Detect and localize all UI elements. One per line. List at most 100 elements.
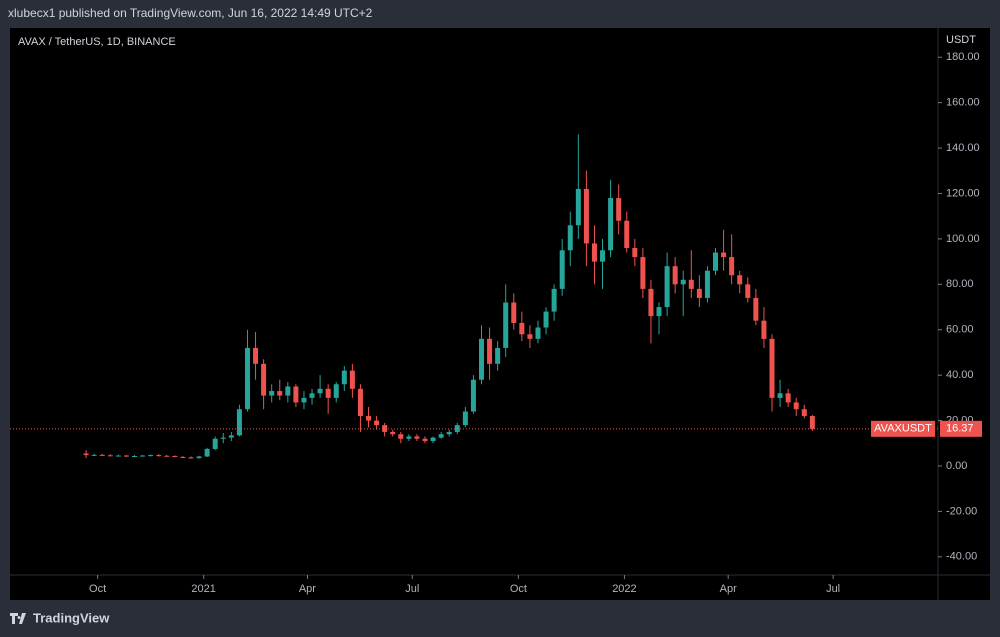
- candle-body: [325, 388, 331, 398]
- candle-body: [228, 435, 234, 438]
- candle-body: [809, 416, 815, 429]
- candle-body: [446, 431, 452, 435]
- x-tick-label: 2021: [191, 583, 215, 595]
- candle-body: [398, 434, 404, 439]
- chart-title: AVAX / TetherUS, 1D, BINANCE: [18, 36, 176, 48]
- candle-body: [664, 266, 670, 308]
- y-tick-label: 140.00: [946, 142, 980, 154]
- candle-body: [317, 388, 323, 394]
- candle-body: [696, 288, 702, 298]
- candle-body: [680, 279, 686, 285]
- candle-body: [132, 456, 138, 458]
- y-tick-label: 80.00: [946, 278, 974, 290]
- candle-body: [204, 448, 210, 457]
- x-tick-label: Jul: [826, 583, 840, 595]
- y-tick-label: 60.00: [946, 324, 974, 336]
- footer-logo: [10, 613, 26, 624]
- candle-body: [503, 302, 509, 348]
- candle-body: [91, 454, 97, 456]
- candle-body: [575, 188, 581, 226]
- candle-body: [478, 338, 484, 380]
- candle-body: [640, 257, 646, 289]
- candle-body: [414, 436, 420, 439]
- y-tick-label: 180.00: [946, 51, 980, 63]
- x-tick-label: 2022: [612, 583, 636, 595]
- candle-body: [269, 391, 275, 396]
- candle-body: [591, 243, 597, 262]
- candle-body: [115, 455, 121, 457]
- candle-body: [164, 455, 170, 457]
- x-tick-label: Jul: [405, 583, 419, 595]
- candle-body: [188, 457, 194, 459]
- candle-body: [745, 284, 751, 298]
- y-axis-label: USDT: [946, 34, 976, 46]
- last-price-name: AVAXUSDT: [874, 423, 932, 435]
- candle-body: [123, 455, 129, 457]
- candle-body: [656, 307, 662, 317]
- candle-body: [624, 220, 630, 248]
- candle-body: [785, 393, 791, 403]
- candle-body: [333, 384, 339, 398]
- chart-pane: [10, 28, 990, 600]
- candle-body: [374, 420, 380, 426]
- last-price-value: 16.37: [946, 423, 974, 435]
- y-tick-label: 120.00: [946, 187, 980, 199]
- candle-body: [470, 379, 476, 412]
- candle-body: [616, 198, 622, 221]
- candle-body: [382, 425, 388, 432]
- candle-body: [801, 409, 807, 417]
- candle-body: [422, 438, 428, 442]
- candle-body: [293, 386, 299, 403]
- candle-body: [769, 338, 775, 398]
- candle-body: [406, 436, 412, 439]
- candle-body: [713, 252, 719, 271]
- x-tick-label: Oct: [510, 583, 527, 595]
- candle-body: [753, 297, 759, 321]
- candle-body: [236, 409, 242, 436]
- candle-body: [559, 250, 565, 289]
- candle-body: [761, 320, 767, 339]
- candle-body: [527, 334, 533, 339]
- header-text: xlubecx1 published on TradingView.com, J…: [8, 6, 373, 20]
- candle-body: [438, 434, 444, 438]
- candle-body: [535, 327, 541, 339]
- candle-body: [511, 302, 517, 323]
- footer-brand[interactable]: TradingView: [33, 610, 110, 625]
- candle-body: [729, 257, 735, 276]
- candle-body: [107, 455, 113, 457]
- candle-body: [390, 431, 396, 435]
- candle-body: [349, 370, 355, 389]
- candle-body: [495, 347, 501, 364]
- candle-body: [672, 266, 678, 285]
- candle-body: [551, 288, 557, 312]
- candle-body: [220, 437, 226, 439]
- x-tick-label: Oct: [89, 583, 106, 595]
- candle-body: [543, 311, 549, 328]
- candle-body: [430, 437, 436, 442]
- y-tick-label: 100.00: [946, 233, 980, 245]
- candle-body: [600, 250, 606, 262]
- candle-body: [261, 363, 267, 396]
- candle-body: [196, 456, 202, 459]
- candle-body: [285, 386, 291, 396]
- candle-body: [83, 453, 89, 456]
- candle-body: [366, 416, 372, 421]
- candle-body: [341, 370, 347, 385]
- y-tick-label: -20.00: [946, 505, 977, 517]
- x-tick-label: Apr: [720, 583, 737, 595]
- candle-body: [608, 198, 614, 251]
- candle-body: [632, 248, 638, 258]
- candle-body: [688, 279, 694, 289]
- last-price-box: [940, 420, 982, 437]
- candle-body: [648, 288, 654, 317]
- candle-body: [212, 438, 218, 449]
- candle-body: [583, 188, 589, 244]
- candle-body: [721, 252, 727, 258]
- y-tick-label: 0.00: [946, 460, 967, 472]
- candle-body: [462, 411, 468, 426]
- candle-body: [519, 322, 525, 335]
- candle-body: [156, 455, 162, 457]
- candle-body: [180, 456, 186, 458]
- candle-body: [277, 391, 283, 396]
